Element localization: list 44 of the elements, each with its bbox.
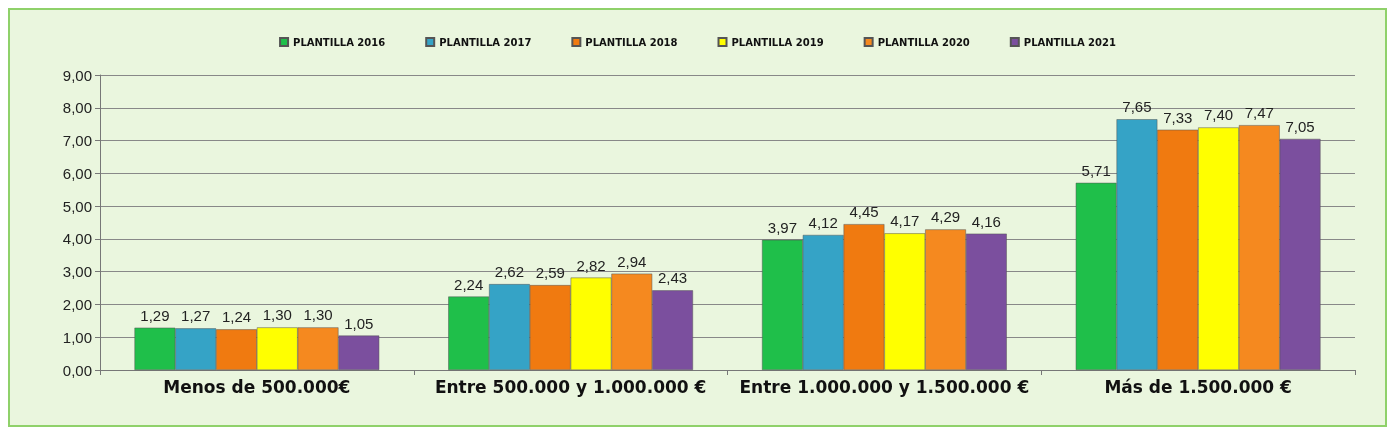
legend-label: PLANTILLA 2018 bbox=[585, 36, 678, 48]
x-tick-label: Más de 1.500.000 € bbox=[1104, 376, 1292, 397]
data-label: 7,05 bbox=[1285, 117, 1315, 135]
data-label: 3,97 bbox=[767, 218, 798, 236]
data-label: 4,17 bbox=[890, 212, 920, 230]
data-label: 2,24 bbox=[454, 275, 484, 293]
y-tick-label: 7,00 bbox=[62, 132, 92, 150]
y-tick-label: 0,00 bbox=[62, 361, 92, 379]
data-label: 1,30 bbox=[303, 306, 333, 324]
data-label: 4,45 bbox=[849, 203, 879, 221]
data-label: 7,65 bbox=[1122, 98, 1152, 116]
legend-label: PLANTILLA 2020 bbox=[877, 36, 970, 48]
x-tick-label: Menos de 500.000€ bbox=[163, 376, 351, 397]
data-label: 1,05 bbox=[344, 314, 374, 332]
data-label: 4,29 bbox=[930, 208, 961, 226]
data-label: 2,62 bbox=[494, 263, 525, 281]
y-tick-label: 5,00 bbox=[62, 197, 92, 215]
data-label: 2,59 bbox=[535, 264, 565, 282]
data-label: 5,71 bbox=[1081, 161, 1111, 179]
legend-label: PLANTILLA 2016 bbox=[293, 36, 386, 48]
y-tick-label: 2,00 bbox=[62, 295, 92, 313]
y-tick-label: 9,00 bbox=[62, 66, 92, 84]
y-tick-label: 4,00 bbox=[62, 230, 92, 248]
data-label: 2,82 bbox=[576, 256, 606, 274]
data-label: 1,27 bbox=[181, 307, 211, 325]
data-label: 1,29 bbox=[140, 306, 170, 324]
x-tick-label: Entre 1.000.000 y 1.500.000 € bbox=[739, 376, 1030, 397]
legend-label: PLANTILLA 2017 bbox=[439, 36, 532, 48]
legend-label: PLANTILLA 2019 bbox=[731, 36, 824, 48]
x-tick-label: Entre 500.000 y 1.000.000 € bbox=[434, 376, 707, 397]
data-label: 4,16 bbox=[971, 212, 1001, 230]
data-label: 7,40 bbox=[1203, 106, 1234, 124]
data-label: 2,94 bbox=[617, 252, 647, 270]
y-tick-label: 3,00 bbox=[62, 263, 92, 281]
y-tick-label: 8,00 bbox=[62, 99, 92, 117]
data-label: 7,33 bbox=[1163, 108, 1193, 126]
data-label: 4,12 bbox=[808, 213, 838, 231]
data-label: 7,47 bbox=[1244, 104, 1274, 122]
legend-label: PLANTILLA 2021 bbox=[1023, 36, 1116, 48]
y-tick-label: 6,00 bbox=[62, 164, 92, 182]
data-label: 1,24 bbox=[221, 308, 252, 326]
data-label: 1,30 bbox=[262, 306, 292, 324]
y-tick-label: 1,00 bbox=[62, 328, 92, 346]
data-label: 2,43 bbox=[657, 269, 688, 287]
